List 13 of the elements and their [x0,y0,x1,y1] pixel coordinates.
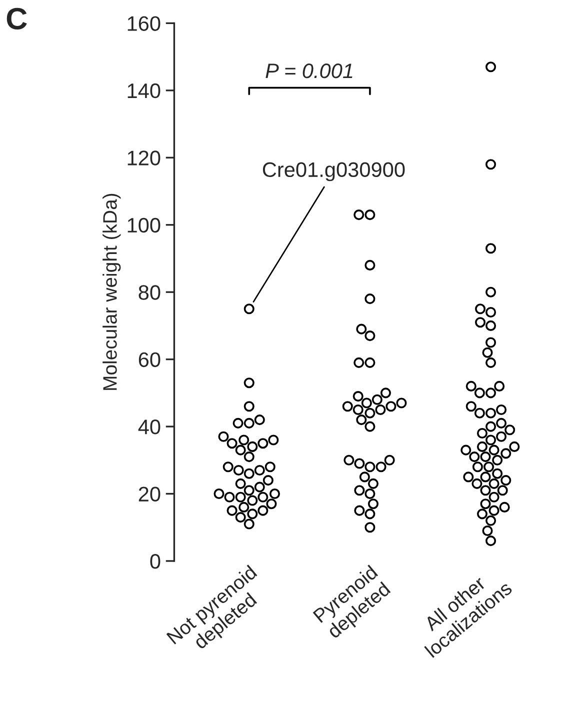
chart-title: C [6,8,27,30]
y-tick-label: 140 [128,83,160,98]
y-tick-label: 160 [128,16,160,31]
y-tick-label: 40 [138,420,160,434]
y-tick-label: 100 [128,218,160,233]
annotation: P = 0.001 [266,63,352,78]
y-tick-label: 80 [138,285,160,300]
y-tick-label: 20 [138,486,160,502]
y-tick-label: 0 [150,554,160,569]
y-tick-label: 120 [128,150,160,166]
y-axis-title: Molecular weight (kDa) [102,194,121,390]
y-tick-label: 60 [138,352,160,368]
annotation: Cre01.g030900 [262,162,405,182]
